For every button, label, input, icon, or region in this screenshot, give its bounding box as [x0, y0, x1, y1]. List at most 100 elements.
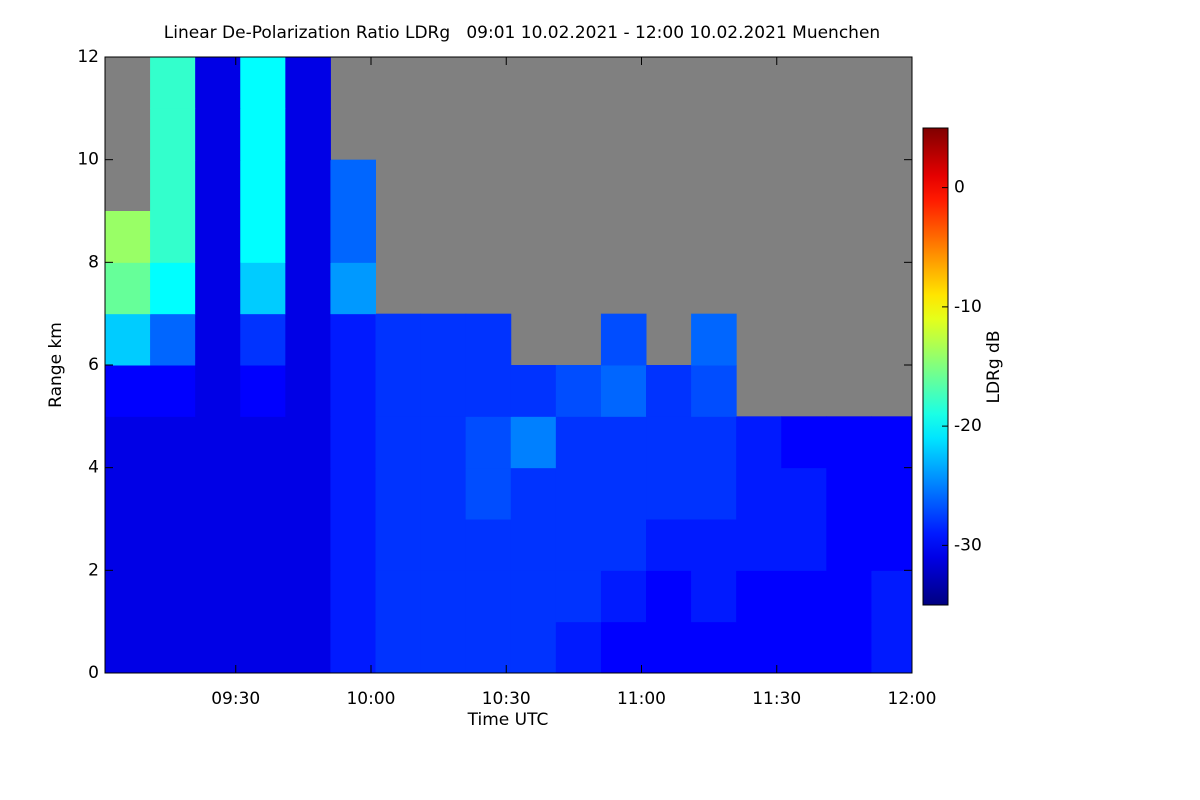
heatmap-cell — [240, 57, 286, 109]
heatmap-cell — [330, 519, 377, 571]
heatmap-cell — [150, 159, 196, 212]
heatmap-cell — [826, 467, 872, 520]
heatmap-cell — [781, 570, 827, 623]
heatmap-cell — [285, 519, 331, 571]
heatmap-cell — [600, 519, 647, 571]
heatmap-cell — [195, 313, 241, 366]
heatmap-cell — [330, 621, 377, 674]
y-tick-label: 0 — [88, 663, 99, 683]
y-tick-label: 10 — [77, 150, 99, 170]
heatmap-cell — [826, 416, 872, 469]
y-tick-label: 2 — [88, 560, 99, 580]
heatmap-cell — [240, 313, 286, 366]
heatmap-cell — [285, 211, 331, 263]
heatmap-cell — [781, 621, 827, 674]
heatmap-cell — [195, 621, 241, 674]
heatmap-cell — [330, 365, 377, 417]
heatmap-cell — [736, 416, 782, 469]
heatmap-cell — [600, 313, 647, 366]
heatmap-cell — [691, 519, 737, 571]
heatmap-cell — [195, 416, 241, 469]
heatmap-cell — [330, 211, 377, 263]
x-axis-label: Time UTC — [467, 710, 549, 730]
heatmap-cell — [691, 365, 737, 417]
heatmap-cell — [375, 570, 422, 623]
heatmap-cell — [736, 519, 782, 571]
heatmap-cell — [736, 570, 782, 623]
heatmap-cell — [781, 416, 827, 469]
heatmap-cell — [240, 467, 286, 520]
heatmap-cell — [465, 621, 512, 674]
heatmap-cell — [150, 262, 196, 315]
heatmap-cell — [555, 365, 602, 417]
heatmap-cell — [195, 159, 241, 212]
heatmap-cell — [465, 365, 512, 417]
heatmap-cell — [150, 467, 196, 520]
heatmap-cell — [330, 467, 377, 520]
heatmap-cell — [555, 519, 602, 571]
heatmap-cell — [150, 57, 196, 109]
heatmap-cell — [465, 519, 512, 571]
heatmap-cell — [465, 313, 512, 366]
heatmap-cell — [555, 416, 602, 469]
heatmap-cell — [555, 621, 602, 674]
heatmap-cell — [871, 621, 913, 674]
heatmap-cell — [375, 313, 422, 366]
heatmap-cell — [871, 519, 913, 571]
heatmap-cell — [285, 313, 331, 366]
x-tick-label: 09:30 — [211, 689, 260, 709]
heatmap-cell — [105, 365, 151, 417]
heatmap-cell — [826, 570, 872, 623]
heatmap-cell — [826, 519, 872, 571]
heatmap-cell — [195, 211, 241, 263]
heatmap-cell — [150, 621, 196, 674]
y-tick-label: 6 — [88, 355, 99, 375]
heatmap-cell — [510, 365, 557, 417]
heatmap-cell — [465, 570, 512, 623]
heatmap-cell — [691, 621, 737, 674]
x-tick-label: 10:00 — [346, 689, 395, 709]
heatmap-cell — [600, 416, 647, 469]
heatmap-cell — [330, 313, 377, 366]
heatmap-cell — [150, 108, 196, 161]
heatmap-cell — [105, 313, 151, 366]
heatmap-cell — [781, 519, 827, 571]
heatmap-cell — [510, 570, 557, 623]
heatmap-cell — [826, 621, 872, 674]
heatmap-cell — [285, 621, 331, 674]
heatmap-cell — [195, 262, 241, 315]
x-tick-label: 12:00 — [888, 689, 937, 709]
heatmap-cell — [150, 313, 196, 366]
heatmap-cell — [420, 467, 467, 520]
colorbar-tick-label: -30 — [954, 535, 982, 555]
heatmap-cell — [240, 519, 286, 571]
heatmap-cell — [375, 467, 422, 520]
y-tick-label: 12 — [77, 47, 99, 67]
x-tick-label: 11:00 — [617, 689, 666, 709]
heatmap-cell — [375, 365, 422, 417]
heatmap-cell — [420, 416, 467, 469]
heatmap-cell — [420, 621, 467, 674]
heatmap-cell — [240, 262, 286, 315]
heatmap-cell — [150, 570, 196, 623]
heatmap-cell — [420, 313, 467, 366]
heatmap-cell — [646, 365, 692, 417]
heatmap-cell — [646, 416, 692, 469]
heatmap-cell — [871, 416, 913, 469]
heatmap-cell — [465, 467, 512, 520]
heatmap-cell — [646, 519, 692, 571]
heatmap-cell — [240, 570, 286, 623]
heatmap-cell — [691, 416, 737, 469]
heatmap-cell — [510, 519, 557, 571]
heatmap-cell — [330, 570, 377, 623]
heatmap-cell — [871, 467, 913, 520]
heatmap-cell — [240, 621, 286, 674]
colorbar-tick-label: -10 — [954, 297, 982, 317]
heatmap-cell — [600, 621, 647, 674]
x-tick-label: 10:30 — [482, 689, 531, 709]
heatmap-cell — [736, 467, 782, 520]
heatmap-cell — [195, 57, 241, 109]
heatmap-cell — [105, 519, 151, 571]
